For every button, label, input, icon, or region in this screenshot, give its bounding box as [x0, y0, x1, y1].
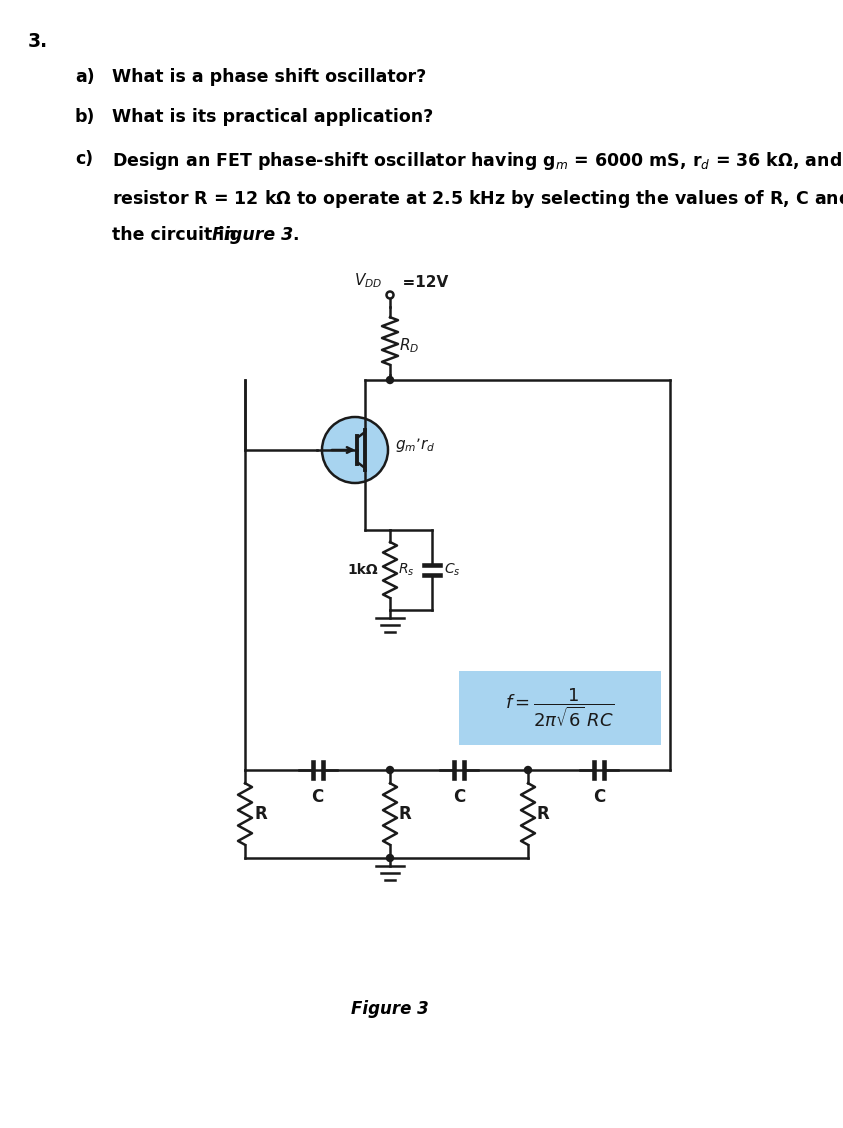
Text: resistor R = 12 kΩ to operate at 2.5 kHz by selecting the values of R, C and R$_: resistor R = 12 kΩ to operate at 2.5 kHz…: [112, 188, 843, 210]
Circle shape: [386, 855, 394, 862]
Text: Design an FET phase-shift oscillator having g$_m$ = 6000 mS, r$_d$ = 36 kΩ, and : Design an FET phase-shift oscillator hav…: [112, 150, 843, 171]
Text: Figure 3: Figure 3: [352, 1001, 429, 1017]
Text: $V_{DD}$: $V_{DD}$: [354, 272, 382, 290]
Text: Figure 3: Figure 3: [212, 226, 293, 244]
Text: the circuit in: the circuit in: [112, 226, 243, 244]
Text: What is a phase shift oscillator?: What is a phase shift oscillator?: [112, 68, 427, 86]
Circle shape: [386, 291, 394, 299]
FancyBboxPatch shape: [459, 671, 661, 744]
Text: C: C: [453, 788, 465, 807]
Text: a): a): [75, 68, 94, 86]
Text: 3.: 3.: [28, 32, 48, 51]
Circle shape: [524, 767, 531, 774]
Text: c): c): [75, 150, 93, 168]
Text: $g_m$’$r_d$: $g_m$’$r_d$: [395, 437, 436, 453]
Circle shape: [386, 767, 394, 774]
Text: $R_D$: $R_D$: [399, 336, 419, 355]
Text: 1kΩ: 1kΩ: [347, 563, 378, 578]
Text: R: R: [537, 805, 550, 823]
Text: $f=\dfrac{1}{2\pi\sqrt{6}\;RC}$: $f=\dfrac{1}{2\pi\sqrt{6}\;RC}$: [506, 687, 615, 730]
Text: C: C: [311, 788, 324, 807]
Text: $C_s$: $C_s$: [444, 562, 460, 579]
Text: b): b): [75, 108, 95, 126]
Text: $R_s$: $R_s$: [398, 562, 415, 579]
Text: R: R: [254, 805, 266, 823]
Text: .: .: [292, 226, 298, 244]
Text: What is its practical application?: What is its practical application?: [112, 108, 433, 126]
Circle shape: [386, 377, 394, 384]
Text: C: C: [593, 788, 605, 807]
Text: =12V: =12V: [392, 275, 448, 290]
Text: R: R: [399, 805, 411, 823]
Circle shape: [322, 417, 388, 483]
